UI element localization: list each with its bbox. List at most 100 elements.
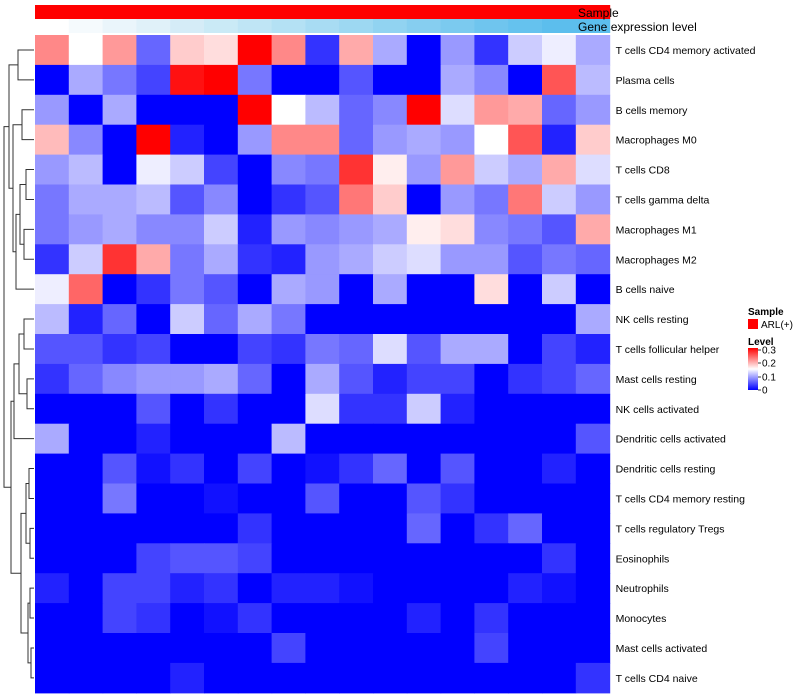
- heatmap-cell: [339, 334, 374, 365]
- gene-expression-annotation-cell: [474, 19, 509, 33]
- heatmap-cell: [508, 154, 543, 186]
- heatmap-cell: [542, 274, 577, 305]
- heatmap-cell: [170, 513, 205, 544]
- row-label: T cells gamma delta: [616, 194, 710, 206]
- heatmap-cell: [271, 94, 306, 126]
- heatmap-cell: [35, 244, 70, 275]
- heatmap-cell: [373, 334, 408, 365]
- heatmap-cell: [305, 662, 340, 694]
- heatmap-cell: [271, 154, 306, 186]
- heatmap-cell: [271, 184, 306, 215]
- heatmap-cell: [68, 35, 104, 66]
- heatmap-cell: [406, 35, 442, 66]
- legend-sample-title: Sample: [748, 307, 784, 318]
- heatmap-cell: [508, 124, 543, 156]
- heatmap-cell: [136, 94, 171, 126]
- heatmap-cell: [373, 124, 408, 156]
- heatmap-cell: [237, 603, 273, 634]
- heatmap-cell: [204, 633, 239, 664]
- heatmap-cell: [575, 453, 611, 485]
- heatmap-cell: [406, 64, 442, 96]
- heatmap-cell: [508, 573, 543, 604]
- heatmap-cell: [271, 633, 306, 664]
- sample-annotation-cell: [136, 5, 171, 19]
- gene-expression-annotation-cell: [204, 19, 239, 33]
- heatmap-cell: [136, 304, 171, 335]
- heatmap-cell: [508, 662, 543, 694]
- heatmap-cell: [305, 184, 340, 215]
- heatmap-cell: [474, 363, 509, 395]
- heatmap-cell: [440, 513, 475, 544]
- heatmap-cell: [406, 393, 442, 425]
- heatmap-cell: [102, 334, 137, 365]
- heatmap-cell: [440, 393, 475, 425]
- heatmap-cell: [373, 274, 408, 305]
- heatmap-cell: [474, 334, 509, 365]
- heatmap-cell: [575, 94, 611, 126]
- heatmap-cell: [373, 543, 408, 574]
- heatmap-cell: [68, 184, 104, 215]
- heatmap-cell: [575, 513, 611, 544]
- row-label: T cells CD4 naive: [616, 673, 698, 685]
- heatmap-cell: [204, 662, 239, 694]
- heatmap-cell: [237, 633, 273, 664]
- heatmap-cell: [440, 423, 475, 455]
- legend: Sample ARL(+) Level 0.3 0.2 0.1 0: [748, 307, 793, 397]
- row-label: NK cells activated: [616, 404, 700, 416]
- heatmap-cell: [271, 124, 306, 156]
- heatmap-cell: [373, 214, 408, 245]
- heatmap-cell: [373, 363, 408, 395]
- heatmap-cell: [35, 633, 70, 664]
- heatmap-cell: [102, 453, 137, 485]
- heatmap-cell: [373, 393, 408, 425]
- heatmap-cell: [305, 603, 340, 634]
- heatmap-cell: [170, 423, 205, 455]
- heatmap-cell: [508, 334, 543, 365]
- heatmap-cell: [204, 483, 239, 514]
- heatmap-cell: [339, 363, 374, 395]
- sample-annotation-cell: [373, 5, 408, 19]
- heatmap-cell: [170, 603, 205, 634]
- heatmap-cell: [170, 244, 205, 275]
- heatmap-cell: [542, 393, 577, 425]
- sample-annotation-cell: [271, 5, 306, 19]
- heatmap-cell: [102, 543, 137, 574]
- row-label: T cells follicular helper: [616, 344, 720, 356]
- heatmap-cell: [102, 513, 137, 544]
- heatmap-cell: [237, 244, 273, 275]
- heatmap-cell: [508, 304, 543, 335]
- heatmap-cell: [35, 94, 70, 126]
- heatmap-cell: [542, 513, 577, 544]
- heatmap-cell: [305, 334, 340, 365]
- heatmap-cell: [68, 334, 104, 365]
- heatmap-cell: [440, 64, 475, 96]
- heatmap-cell: [406, 124, 442, 156]
- heatmap-cell: [542, 124, 577, 156]
- heatmap-cell: [102, 423, 137, 455]
- heatmap-cell: [339, 214, 374, 245]
- heatmap-cell: [68, 244, 104, 275]
- heatmap-cell: [542, 573, 577, 604]
- heatmap-cell: [136, 543, 171, 574]
- heatmap-cell: [575, 483, 611, 514]
- gene-expression-annotation-cell: [271, 19, 306, 33]
- heatmap-cell: [305, 94, 340, 126]
- heatmap-cells: [35, 35, 611, 694]
- heatmap-cell: [305, 35, 340, 66]
- heatmap-cell: [339, 94, 374, 126]
- heatmap-cell: [237, 513, 273, 544]
- heatmap-cell: [237, 393, 273, 425]
- heatmap-cell: [575, 662, 611, 694]
- heatmap-cell: [237, 274, 273, 305]
- sample-annotation-cell: [305, 5, 340, 19]
- heatmap-cell: [406, 513, 442, 544]
- heatmap-cell: [542, 483, 577, 514]
- sample-annotation-cell: [102, 5, 137, 19]
- heatmap-cell: [406, 304, 442, 335]
- heatmap-cell: [68, 483, 104, 514]
- heatmap-cell: [575, 363, 611, 395]
- heatmap-cell: [204, 244, 239, 275]
- heatmap-cell: [237, 363, 273, 395]
- heatmap-cell: [170, 334, 205, 365]
